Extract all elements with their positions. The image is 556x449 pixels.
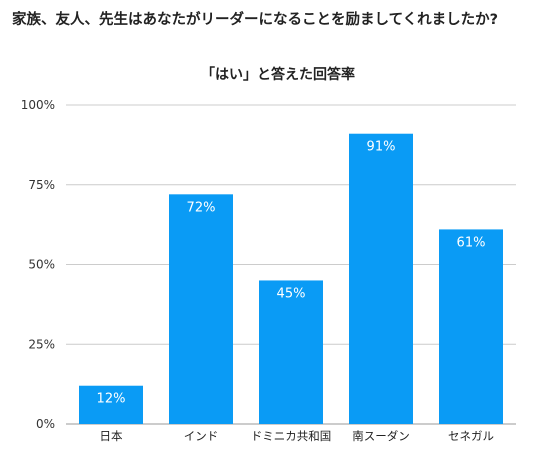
bar — [259, 280, 323, 424]
x-tick-label: インド — [184, 429, 219, 443]
y-axis: 0% 25% 50% 75% 100% — [21, 98, 55, 431]
chart-title: 「はい」と答えた回答率 — [201, 67, 355, 83]
bar — [169, 194, 233, 424]
bars: 12% 72% 45% 91% 61% — [79, 133, 503, 424]
bar — [439, 229, 503, 424]
x-tick-label: ドミニカ共和国 — [251, 429, 332, 443]
bar — [349, 133, 413, 424]
y-tick-label: 25% — [28, 337, 55, 351]
bar-value-label: 45% — [277, 286, 306, 301]
bar-value-label: 91% — [367, 140, 396, 155]
x-tick-label: 日本 — [100, 429, 123, 443]
y-tick-label: 100% — [21, 98, 55, 112]
x-axis: 日本 インド ドミニカ共和国 南スーダン セネガル — [100, 429, 495, 443]
bar — [79, 385, 143, 424]
x-tick-label: セネガル — [448, 429, 494, 443]
y-tick-label: 50% — [28, 258, 55, 272]
chart-question-heading: 家族、友人、先生はあなたがリーダーになることを励ましてくれましたか? — [12, 12, 499, 28]
y-tick-label: 75% — [28, 178, 55, 192]
x-tick-label: 南スーダン — [352, 429, 410, 443]
bar-value-label: 61% — [457, 235, 486, 250]
y-tick-label: 0% — [36, 417, 55, 431]
bar-value-label: 12% — [97, 392, 126, 407]
bar-value-label: 72% — [187, 200, 216, 215]
